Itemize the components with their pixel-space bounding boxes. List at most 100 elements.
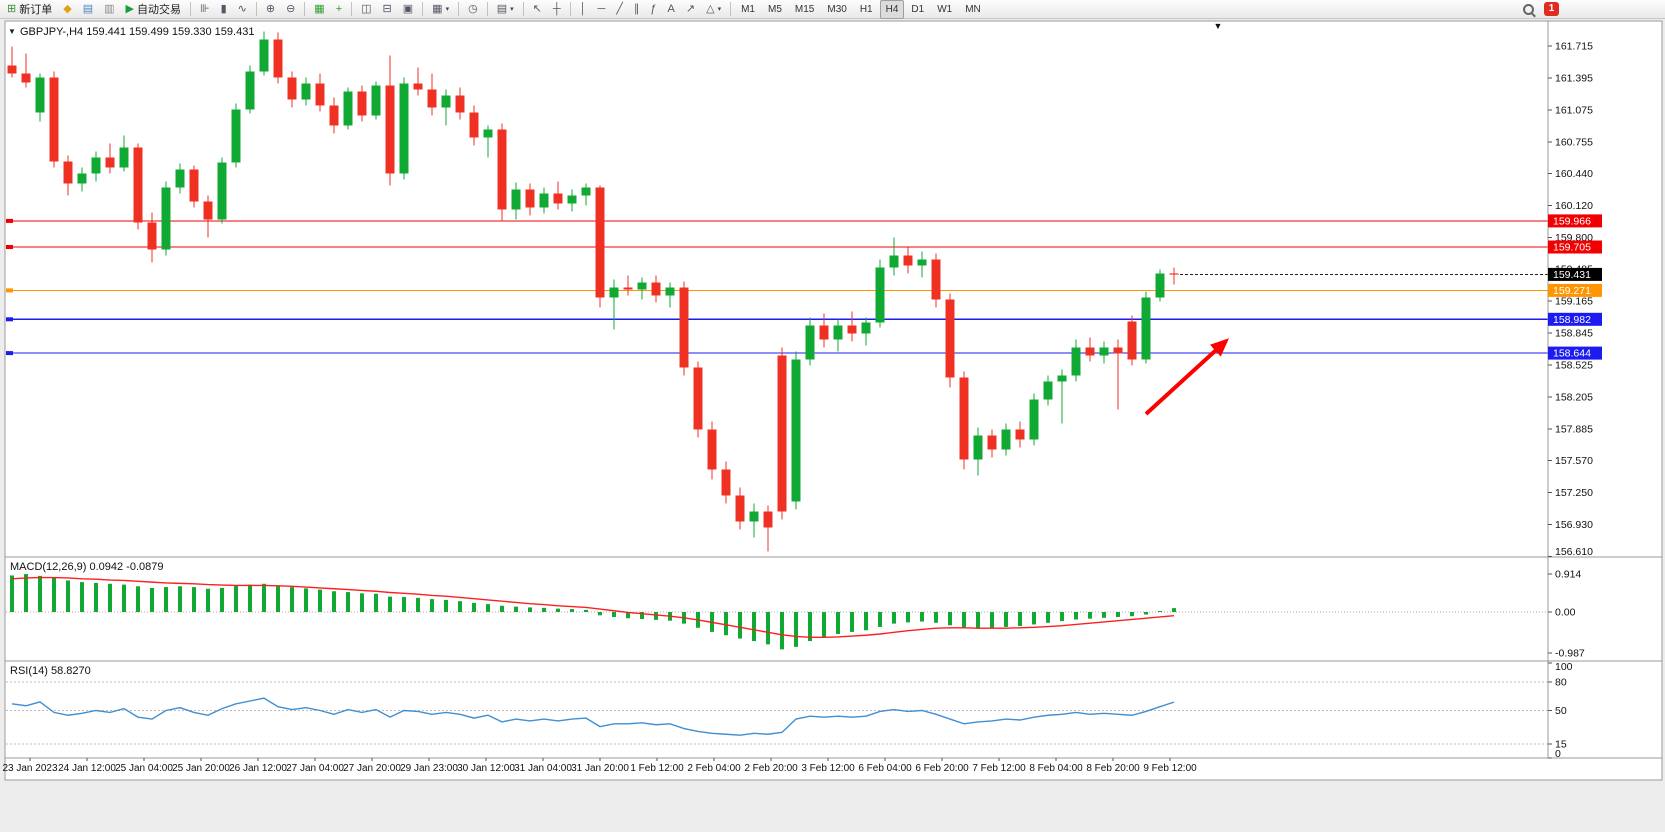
macd-histogram-bar — [906, 612, 910, 623]
macd-histogram-bar — [1004, 612, 1008, 627]
snapshot-button[interactable]: ▤ ▾ — [492, 0, 519, 19]
dropdown-arrow-icon: ▾ — [717, 6, 722, 13]
bar-chart-button[interactable]: ⊪ — [195, 0, 215, 19]
indicators-button[interactable]: + — [331, 0, 347, 19]
tf-h1-button[interactable]: H1 — [854, 0, 879, 19]
bar-chart-icon: ⊪ — [199, 3, 210, 15]
new-chart-button[interactable]: ▦ ▾ — [427, 0, 454, 19]
tf-m15-button[interactable]: M15 — [789, 0, 820, 19]
candle-down — [7, 65, 17, 74]
macd-histogram-bar — [962, 612, 966, 628]
tile-horizontal-button[interactable]: ⊟ — [378, 0, 397, 19]
macd-histogram-bar — [1158, 611, 1162, 612]
tf-w1-button[interactable]: W1 — [931, 0, 958, 19]
text-button[interactable]: A — [663, 0, 680, 19]
candle-up — [539, 193, 549, 208]
autotrade-button[interactable]: ▶ 自动交易 — [121, 0, 186, 19]
grid-button[interactable]: ▦ — [309, 0, 329, 19]
shapes-button[interactable]: △ ▾ — [701, 0, 726, 19]
toolbar: ⊞ 新订单 ◆ ▤ ▥ ▶ 自动交易 ⊪ ▮ ∿ ⊕ ⊖ ▦ + ◫ ⊟ ▣ ▦ ▾ ◷ ▤ ▾ ↖ ┼ │ ─ ╱ ∥ ƒ A ↗ △ ▾ M1… — [0, 0, 1665, 19]
autotrade-icon: ▶ — [125, 3, 134, 15]
macd-histogram-bar — [822, 612, 826, 637]
tf-h4-button[interactable]: H4 — [879, 0, 905, 19]
new-order-button[interactable]: ⊞ 新订单 — [2, 0, 57, 19]
tf-m1-button[interactable]: M1 — [735, 0, 761, 19]
zoom-in-button[interactable]: ⊕ — [261, 0, 280, 19]
macd-histogram-bar — [38, 575, 42, 612]
candle-up — [441, 95, 451, 108]
price-axis-label: 161.715 — [1555, 41, 1593, 53]
candle-down — [189, 169, 199, 202]
macd-histogram-bar — [416, 597, 420, 612]
candle-down — [693, 367, 703, 430]
trendline-button[interactable]: ╱ — [611, 0, 628, 19]
date-axis-label: 3 Feb 12:00 — [801, 763, 855, 774]
macd-histogram-bar — [304, 588, 308, 612]
channel-button[interactable]: ∥ — [629, 0, 645, 19]
macd-histogram-bar — [248, 584, 252, 612]
candle-down — [49, 77, 59, 162]
trend-arrow-annotation[interactable] — [1144, 338, 1229, 416]
tf-d1-button[interactable]: D1 — [905, 0, 930, 19]
candle-down — [427, 89, 437, 108]
date-axis-label: 25 Jan 04:00 — [115, 763, 173, 774]
macd-indicator-label: MACD(12,26,9) 0.0942 -0.0879 — [10, 561, 163, 573]
macd-histogram-bar — [1088, 612, 1092, 619]
tf-mn-button[interactable]: MN — [959, 0, 987, 19]
macd-histogram-bar — [1060, 612, 1064, 622]
search-button[interactable] — [1518, 0, 1539, 19]
tile-windows-button[interactable]: ◫ — [356, 0, 376, 19]
horizontal-line-button[interactable]: ─ — [593, 0, 611, 19]
collapse-arrow-icon[interactable]: ▼ — [8, 27, 16, 36]
candle-up — [161, 187, 171, 250]
candle-up — [511, 189, 521, 210]
period-button[interactable]: ◷ — [463, 0, 483, 19]
tf-m30-button[interactable]: M30 — [821, 0, 852, 19]
macd-signal-line — [11, 576, 1175, 639]
macd-histogram-bar — [94, 582, 98, 612]
date-axis-label: 31 Jan 04:00 — [514, 763, 572, 774]
candle-down — [147, 222, 157, 250]
chart-shift-marker-icon[interactable]: ▼ — [1214, 21, 1223, 31]
macd-histogram-bar — [612, 612, 616, 617]
snapshot-icon: ▤ — [496, 3, 508, 15]
cascade-windows-button[interactable]: ▣ — [398, 0, 418, 19]
vertical-line-button[interactable]: │ — [575, 0, 592, 19]
price-tag — [1548, 346, 1602, 360]
candle-up — [483, 129, 493, 138]
line-chart-button[interactable]: ∿ — [233, 0, 252, 19]
metaeditor-button[interactable]: ◆ — [58, 0, 76, 19]
arrows-icon: ↗ — [685, 3, 696, 15]
price-axis-label: 161.075 — [1555, 105, 1593, 117]
macd-histogram-bar — [472, 602, 476, 612]
macd-histogram-bar — [66, 580, 70, 612]
search-icon — [1523, 3, 1534, 15]
fibonacci-button[interactable]: ƒ — [645, 0, 661, 19]
candle-up — [1155, 273, 1165, 298]
arrows-button[interactable]: ↗ — [681, 0, 700, 19]
price-axis-label: 159.165 — [1555, 296, 1593, 308]
notification-badge[interactable]: 1 — [1544, 2, 1559, 16]
candlestick-chart-button[interactable]: ▮ — [216, 0, 232, 19]
profiles-icon: ▤ — [82, 3, 94, 15]
cursor-button[interactable]: ↖ — [528, 0, 547, 19]
date-axis-label: 8 Feb 04:00 — [1029, 763, 1083, 774]
macd-histogram-bar — [276, 585, 280, 612]
zoom-out-button[interactable]: ⊖ — [281, 0, 300, 19]
profiles-button[interactable]: ▤ — [78, 0, 98, 19]
macd-axis-label: -0.987 — [1555, 647, 1585, 659]
candle-up — [1029, 399, 1039, 440]
trendline-icon: ╱ — [616, 3, 623, 15]
macd-histogram-bar — [1018, 612, 1022, 627]
macd-histogram-bar — [374, 593, 378, 612]
macd-histogram-bar — [332, 591, 336, 612]
chart-area[interactable]: 161.715 161.395 161.075 160.755 160.440 160.1… — [0, 19, 1665, 832]
candle-up — [791, 359, 801, 502]
candlestick-icon: ▮ — [220, 3, 227, 15]
tf-m5-button[interactable]: M5 — [762, 0, 788, 19]
toolbar-separator — [730, 2, 732, 16]
candle-up — [665, 287, 675, 296]
terminal-button[interactable]: ▥ — [99, 0, 119, 19]
crosshair-button[interactable]: ┼ — [548, 0, 566, 19]
metaeditor-icon: ◆ — [63, 3, 72, 15]
